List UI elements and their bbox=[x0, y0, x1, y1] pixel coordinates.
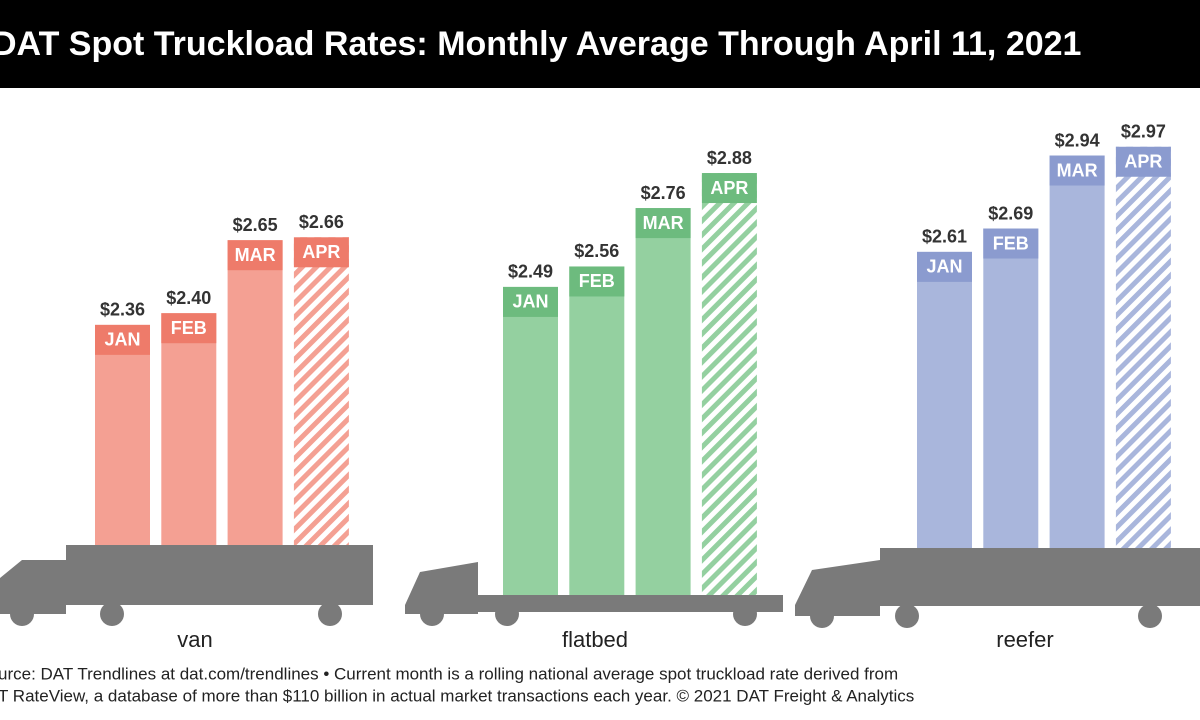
month-label-box bbox=[227, 240, 283, 271]
month-label-box bbox=[1049, 155, 1105, 186]
source-note: urce: DAT Trendlines at dat.com/trendlin… bbox=[0, 664, 898, 683]
month-label-box bbox=[701, 173, 757, 204]
value-label: $2.94 bbox=[1055, 130, 1100, 150]
bar bbox=[1115, 146, 1171, 548]
month-label-box bbox=[503, 286, 558, 317]
month-label-box bbox=[293, 237, 349, 268]
month-label: JAN bbox=[512, 292, 548, 312]
value-label: $2.66 bbox=[299, 212, 344, 232]
month-label-box bbox=[917, 251, 972, 282]
bar bbox=[1049, 155, 1105, 548]
value-label: $2.65 bbox=[233, 215, 278, 235]
value-label: $2.40 bbox=[166, 288, 211, 308]
group-label: reefer bbox=[996, 627, 1053, 652]
bar bbox=[635, 208, 691, 595]
month-label: JAN bbox=[926, 257, 962, 277]
month-label-box bbox=[95, 324, 150, 355]
group-label: van bbox=[177, 627, 212, 652]
month-label-box bbox=[635, 208, 691, 239]
value-label: $2.36 bbox=[100, 300, 145, 320]
month-label: FEB bbox=[579, 271, 615, 291]
month-label: FEB bbox=[993, 233, 1029, 253]
bar bbox=[293, 237, 349, 545]
flatbed-truck bbox=[405, 562, 783, 626]
month-label-box bbox=[161, 313, 217, 344]
value-label: $2.88 bbox=[707, 148, 752, 168]
month-label-box bbox=[569, 266, 625, 297]
title-bar bbox=[0, 0, 1200, 88]
month-label-box bbox=[1115, 146, 1171, 177]
bar bbox=[161, 313, 217, 545]
month-label-box bbox=[983, 228, 1039, 259]
value-label: $2.49 bbox=[508, 262, 553, 282]
month-label: MAR bbox=[1057, 160, 1098, 180]
month-label: MAR bbox=[235, 245, 276, 265]
bar bbox=[95, 324, 150, 545]
month-label: APR bbox=[302, 242, 340, 262]
bar bbox=[701, 173, 757, 596]
value-label: $2.76 bbox=[641, 183, 686, 203]
van-truck bbox=[0, 545, 373, 626]
reefer-truck bbox=[795, 548, 1200, 628]
value-label: $2.61 bbox=[922, 227, 967, 247]
month-label: FEB bbox=[171, 318, 207, 338]
bar bbox=[917, 251, 972, 548]
value-label: $2.97 bbox=[1121, 122, 1166, 142]
bar bbox=[227, 240, 283, 545]
month-label: APR bbox=[710, 178, 748, 198]
group-label: flatbed bbox=[562, 627, 628, 652]
month-label: MAR bbox=[643, 213, 684, 233]
month-label: JAN bbox=[104, 330, 140, 350]
value-label: $2.56 bbox=[574, 241, 619, 261]
bar bbox=[983, 228, 1039, 548]
chart-title: DAT Spot Truckload Rates: Monthly Averag… bbox=[0, 25, 1081, 63]
bar bbox=[569, 266, 625, 595]
source-note: T RateView, a database of more than $110… bbox=[0, 686, 914, 705]
value-label: $2.69 bbox=[988, 203, 1033, 223]
bar bbox=[503, 286, 558, 595]
month-label: APR bbox=[1124, 152, 1162, 172]
